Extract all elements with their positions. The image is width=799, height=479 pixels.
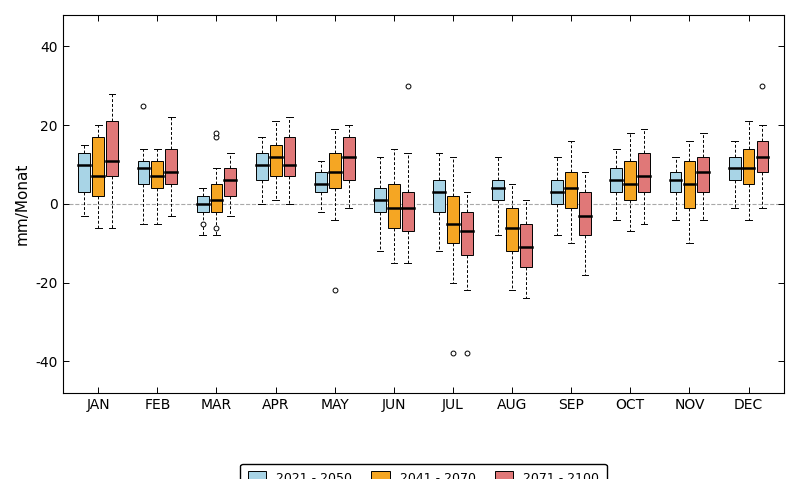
Bar (638, 153, 650, 192)
Bar (329, 153, 340, 188)
Bar (624, 160, 636, 200)
Bar (211, 184, 222, 212)
Bar (152, 160, 163, 188)
Bar (197, 196, 209, 212)
Bar (565, 172, 577, 208)
Bar (551, 180, 563, 204)
Bar (757, 141, 769, 172)
Bar (93, 137, 104, 196)
Bar (729, 157, 741, 180)
Bar (447, 196, 459, 243)
Bar (315, 172, 327, 192)
Bar (433, 180, 445, 212)
Bar (402, 192, 414, 231)
Legend: 2021 - 2050, 2041 - 2070, 2071 - 2100: 2021 - 2050, 2041 - 2070, 2071 - 2100 (240, 464, 606, 479)
Bar (492, 180, 504, 200)
Bar (343, 137, 355, 180)
Bar (520, 224, 532, 267)
Bar (683, 160, 695, 208)
Bar (225, 169, 237, 196)
Bar (137, 160, 149, 184)
Bar (670, 172, 682, 192)
Bar (610, 169, 622, 192)
Y-axis label: mm/Monat: mm/Monat (15, 163, 30, 245)
Bar (698, 157, 710, 192)
Bar (165, 149, 177, 184)
Bar (742, 149, 754, 184)
Bar (256, 153, 268, 180)
Bar (284, 137, 296, 176)
Bar (388, 184, 400, 228)
Bar (78, 153, 90, 192)
Bar (106, 121, 118, 176)
Bar (270, 145, 281, 176)
Bar (374, 188, 386, 212)
Bar (461, 212, 473, 255)
Bar (506, 208, 518, 251)
Bar (579, 192, 591, 235)
